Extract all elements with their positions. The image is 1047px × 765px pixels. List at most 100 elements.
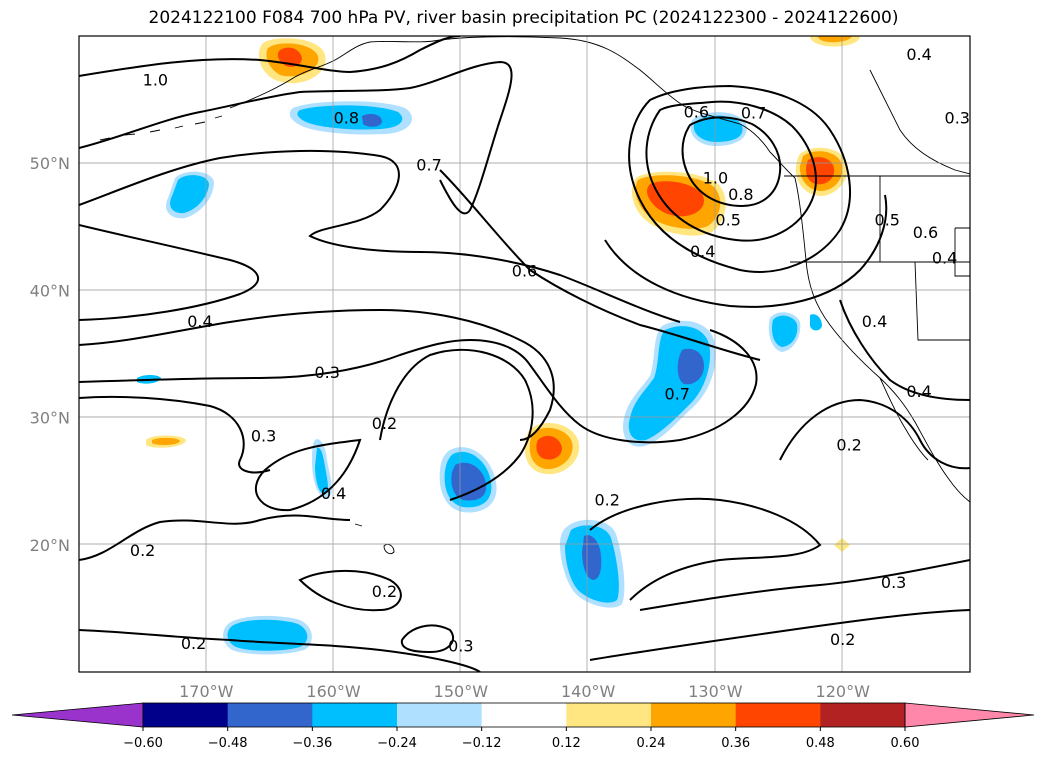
pv-contour-0.8-b <box>645 100 817 242</box>
contour-label: 0.6 <box>512 261 537 280</box>
map-title: 2024122100 F084 700 hPa PV, river basin … <box>148 8 899 28</box>
pv-contour-0.4-b <box>839 299 970 401</box>
lon-tick-label: 160°W <box>306 682 361 701</box>
contour-label: 0.8 <box>334 109 359 128</box>
colorbar-tick-label: −0.12 <box>462 736 502 751</box>
contour-label: 0.4 <box>932 249 957 268</box>
colorbar-tick-label: 0.36 <box>721 736 750 751</box>
pv-contour-0.3-b <box>79 395 271 474</box>
colorbar-tick-label: 0.24 <box>637 736 666 751</box>
colorbar-frame <box>142 702 906 728</box>
precip-blob-negative <box>810 314 822 331</box>
contour-label: 0.2 <box>372 414 397 433</box>
precip-blob-negative <box>362 114 382 127</box>
colorbar-extend-max <box>904 702 1035 728</box>
contour-label: 0.6 <box>684 102 709 121</box>
colorbar-segment <box>735 703 821 727</box>
contour-label: 1.0 <box>703 168 728 187</box>
lon-tick-label: 130°W <box>688 682 743 701</box>
colorbar-segment <box>651 703 737 727</box>
pv-contour-0.2-h <box>779 398 970 470</box>
contour-label: 0.5 <box>715 210 740 229</box>
contour-label: 0.7 <box>416 156 441 175</box>
colorbar-tick-labels: −0.60 −0.48 −0.36 −0.24 −0.12 0.12 0.24 0.36 0.4… <box>123 727 919 751</box>
contour-label: 0.3 <box>945 109 970 128</box>
colorbar-segment <box>312 703 398 727</box>
contour-label: 0.4 <box>906 382 931 401</box>
pv-contour-0.7 <box>79 149 681 323</box>
lon-tick-label: 120°W <box>816 682 871 701</box>
aleutian-islands <box>99 115 223 141</box>
lon-tick-label: 140°W <box>561 682 616 701</box>
lat-tick-label: 40°N <box>30 281 70 300</box>
colorbar-segment <box>227 703 313 727</box>
colorbar-segment <box>481 703 567 727</box>
precip-blob-negative <box>693 115 743 142</box>
colorbar-segment <box>566 703 652 727</box>
colorbar-segment <box>820 703 906 727</box>
baja-coastline <box>879 377 929 461</box>
pv-contour-0.2 <box>254 438 362 512</box>
contour-label: 0.3 <box>881 573 906 592</box>
colorbar-tick-label: 0.12 <box>552 736 581 751</box>
us-west-coastline <box>794 177 970 503</box>
contour-label: 0.2 <box>595 490 620 509</box>
contour-label: 0.3 <box>448 637 473 656</box>
lat-tick-label: 20°N <box>30 536 70 555</box>
map-frame <box>78 35 971 673</box>
pv-contour-0.2-g <box>589 609 970 661</box>
contour-label: 0.8 <box>728 185 753 204</box>
pv-contour-0.7-b <box>628 84 851 273</box>
pv-contour-1.0-b <box>681 116 782 208</box>
precip-blob-negative <box>772 315 798 347</box>
lat-tick-labels: 20°N 30°N 40°N 50°N <box>30 154 70 555</box>
precip-blob-negative <box>170 175 209 214</box>
pv-contour-0.3-d <box>639 559 970 611</box>
pv-contour-0.3 <box>79 329 758 444</box>
contour-label: 0.5 <box>875 210 900 229</box>
contour-label: 0.4 <box>862 312 887 331</box>
pv-contour-1.0 <box>79 36 461 77</box>
pv-contour-0.8 <box>79 60 513 215</box>
lat-tick-label: 50°N <box>30 154 70 173</box>
precip-blob-positive <box>152 437 180 446</box>
pv-contour-0.3-c <box>400 624 455 654</box>
lon-tick-labels: 170°W 160°W 150°W 140°W 130°W 120°W <box>179 682 870 701</box>
precip-blob-negative <box>677 348 704 385</box>
alaska-coastline <box>229 36 796 179</box>
colorbar-tick-label: 0.60 <box>891 736 920 751</box>
pv-contour-0.2-c <box>79 514 351 561</box>
pv-contour-0.2-d <box>298 570 402 612</box>
pv-contour-0.2-b <box>379 348 534 501</box>
gridlines <box>79 36 970 672</box>
contour-label: 0.7 <box>741 104 766 123</box>
contour-label: 0.3 <box>251 427 276 446</box>
precip-blob-negative <box>227 619 308 651</box>
colorbar-extend-min <box>11 702 144 728</box>
contour-label: 0.2 <box>181 634 206 653</box>
colorbar-tick-label: −0.24 <box>377 736 417 751</box>
pv-contour-0.4 <box>79 308 555 441</box>
precip-blob-positive <box>818 36 852 43</box>
precip-shading <box>137 36 860 655</box>
contour-label: 0.2 <box>830 630 855 649</box>
pv-contour-0.2-f <box>589 497 822 601</box>
pv-contour-0.5-b <box>604 194 888 308</box>
colorbar-segment <box>397 703 483 727</box>
colorbar <box>11 702 1035 728</box>
contour-label: 0.4 <box>321 484 346 503</box>
colorbar-tick-label: −0.36 <box>292 736 332 751</box>
colorbar-tick-label: 0.48 <box>806 736 835 751</box>
lat-tick-label: 30°N <box>30 409 70 428</box>
pv-contours <box>79 36 970 672</box>
lon-tick-label: 170°W <box>179 682 234 701</box>
contour-label: 1.0 <box>143 71 168 90</box>
contour-label: 0.4 <box>906 45 931 64</box>
precip-blob-positive <box>536 435 562 460</box>
contour-label: 0.2 <box>372 582 397 601</box>
colorbar-tick-label: −0.48 <box>208 736 248 751</box>
coastlines <box>99 36 970 555</box>
contour-label: 0.4 <box>187 312 212 331</box>
canada-coastline <box>869 69 970 175</box>
